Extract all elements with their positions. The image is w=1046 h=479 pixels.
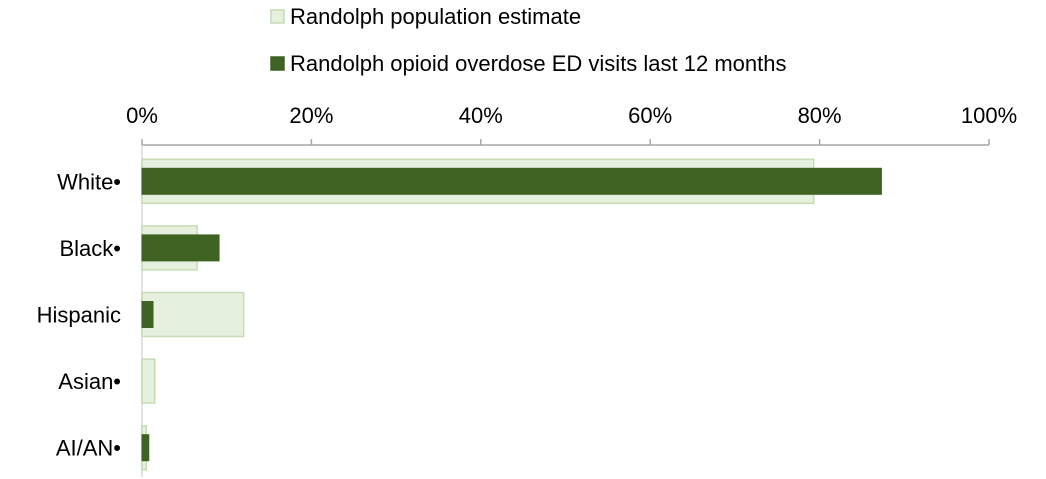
category-label: AI/AN•	[56, 436, 121, 461]
category-labels: White• Black• Hispanic Asian• AI/AN•	[37, 169, 121, 460]
legend-swatch-ed-visits	[270, 56, 285, 71]
category-label: Black•	[60, 236, 122, 261]
bar-ed-visits	[141, 301, 154, 328]
legend-label-population: Randolph population estimate	[290, 4, 581, 29]
bar-ed-visits	[141, 167, 882, 195]
x-tick-label: 0%	[126, 103, 158, 128]
legend: Randolph population estimate Randolph op…	[270, 4, 787, 76]
legend-swatch-population	[270, 9, 285, 24]
bar-population	[141, 358, 156, 404]
bar-ed-visits	[141, 234, 220, 262]
x-tick-label: 40%	[459, 103, 503, 128]
legend-label-ed-visits: Randolph opioid overdose ED visits last …	[290, 51, 787, 76]
category-label: White•	[57, 169, 121, 194]
bar-ed-visits	[141, 434, 150, 462]
bars	[141, 158, 882, 471]
bar-population	[141, 291, 245, 338]
x-tick-label: 20%	[289, 103, 333, 128]
category-label: Hispanic	[37, 303, 121, 328]
category-label: Asian•	[58, 369, 121, 394]
x-tick-label: 100%	[961, 103, 1017, 128]
x-tick-label: 60%	[628, 103, 672, 128]
x-axis: 0% 20% 40% 60% 80% 100%	[126, 103, 1017, 477]
x-tick-label: 80%	[798, 103, 842, 128]
